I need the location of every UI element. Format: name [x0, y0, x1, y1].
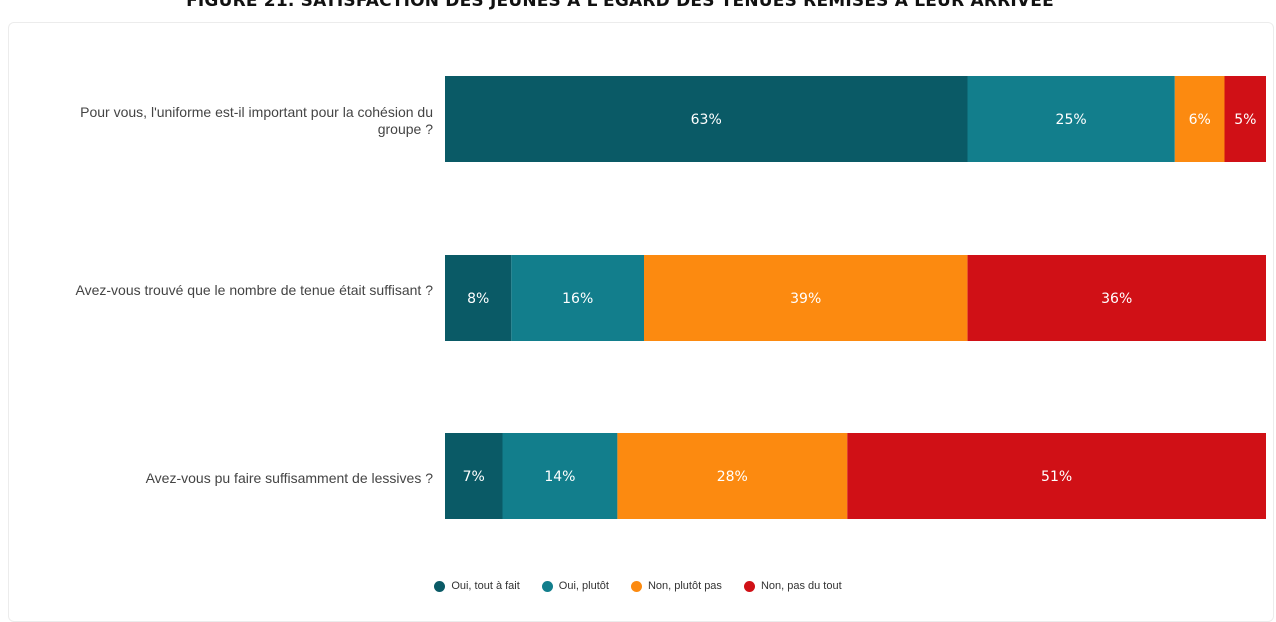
- legend-item-oui-tout-a-fait: Oui, tout à fait: [434, 580, 520, 592]
- data-label: 51%: [1041, 469, 1072, 485]
- legend: Oui, tout à fait Oui, plutôt Non, plutôt…: [0, 580, 1276, 592]
- data-label: 28%: [717, 469, 748, 485]
- legend-item-non-plutot-pas: Non, plutôt pas: [630, 580, 722, 592]
- data-label: 25%: [1056, 112, 1087, 128]
- bar-segment: [1224, 76, 1266, 162]
- data-label: 5%: [1234, 112, 1256, 128]
- legend-label: Non, plutôt pas: [647, 580, 722, 592]
- data-label: 36%: [1101, 291, 1132, 307]
- legend-swatch: [743, 580, 755, 592]
- chart-title: FIGURE 21. SATISFACTION DES JEUNES À L'É…: [186, 0, 1054, 11]
- data-label: 8%: [467, 291, 489, 307]
- legend-label: Oui, tout à fait: [451, 580, 520, 592]
- legend-label: Non, pas du tout: [760, 580, 842, 592]
- data-label: 16%: [562, 291, 593, 307]
- bar-segment: [967, 76, 1175, 162]
- legend-swatch: [630, 580, 642, 592]
- data-label: 14%: [544, 469, 575, 485]
- bar-segment: [644, 255, 968, 341]
- legend-swatch: [541, 580, 553, 592]
- bar-segment: [1174, 76, 1225, 162]
- category-label-2: Avez-vous trouvé que le nombre de tenue …: [75, 282, 434, 298]
- legend-item-non-pas-du-tout: Non, pas du tout: [743, 580, 842, 592]
- legend-swatch: [434, 580, 446, 592]
- data-label: 6%: [1189, 112, 1211, 128]
- legend-item-oui-plutot: Oui, plutôt: [541, 580, 609, 592]
- category-label-3: Avez-vous pu faire suffisamment de lessi…: [145, 470, 433, 486]
- bar-segment: [511, 255, 644, 341]
- category-label-1: Pour vous, l'uniforme est-il important p…: [80, 104, 433, 137]
- bar-segment: [617, 433, 848, 519]
- bar-segment: [502, 433, 618, 519]
- legend-label: Oui, plutôt: [558, 580, 609, 592]
- data-label: 63%: [691, 112, 722, 128]
- bar-segment: [847, 433, 1266, 519]
- bar-segment: [445, 255, 512, 341]
- data-label: 39%: [790, 291, 821, 307]
- bar-segment: [967, 255, 1266, 341]
- bar-segment: [445, 433, 503, 519]
- data-label: 7%: [463, 469, 485, 485]
- bar-segment: [445, 76, 968, 162]
